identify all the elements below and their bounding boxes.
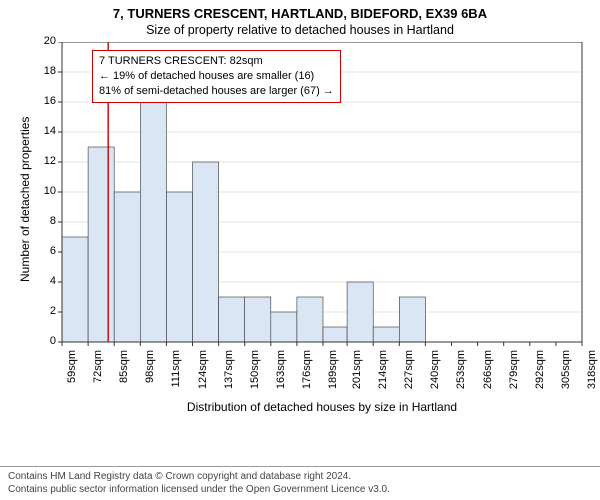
y-axis-label: Number of detached properties bbox=[18, 117, 32, 282]
y-tick-label: 12 bbox=[28, 155, 56, 167]
y-tick-label: 6 bbox=[28, 245, 56, 257]
callout-line-2: ← 19% of detached houses are smaller (16… bbox=[99, 69, 334, 84]
bar bbox=[193, 162, 219, 342]
y-tick-label: 4 bbox=[28, 275, 56, 287]
x-tick-label: 227sqm bbox=[403, 350, 415, 400]
x-tick-label: 214sqm bbox=[377, 350, 389, 400]
chart-footer: Contains HM Land Registry data © Crown c… bbox=[0, 466, 600, 498]
bar bbox=[140, 102, 166, 342]
x-tick-label: 59sqm bbox=[66, 350, 78, 400]
x-tick-label: 305sqm bbox=[560, 350, 572, 400]
bar bbox=[399, 297, 425, 342]
y-tick-label: 8 bbox=[28, 215, 56, 227]
x-tick-label: 279sqm bbox=[508, 350, 520, 400]
x-tick-label: 189sqm bbox=[327, 350, 339, 400]
y-tick-label: 20 bbox=[28, 35, 56, 47]
callout-box: 7 TURNERS CRESCENT: 82sqm← 19% of detach… bbox=[92, 50, 341, 103]
x-tick-label: 124sqm bbox=[197, 350, 209, 400]
callout-line-1: 7 TURNERS CRESCENT: 82sqm bbox=[99, 54, 334, 69]
x-tick-label: 318sqm bbox=[586, 350, 598, 400]
x-axis-label: Distribution of detached houses by size … bbox=[62, 400, 582, 414]
bar bbox=[297, 297, 323, 342]
x-tick-label: 240sqm bbox=[429, 350, 441, 400]
y-tick-label: 2 bbox=[28, 305, 56, 317]
chart-subtitle: Size of property relative to detached ho… bbox=[0, 21, 600, 41]
x-tick-label: 150sqm bbox=[249, 350, 261, 400]
footer-line-1: Contains HM Land Registry data © Crown c… bbox=[8, 471, 592, 484]
bar bbox=[271, 312, 297, 342]
x-tick-label: 137sqm bbox=[223, 350, 235, 400]
y-tick-label: 18 bbox=[28, 65, 56, 77]
y-tick-label: 16 bbox=[28, 95, 56, 107]
y-tick-label: 0 bbox=[28, 335, 56, 347]
y-tick-label: 10 bbox=[28, 185, 56, 197]
x-tick-label: 72sqm bbox=[92, 350, 104, 400]
bar bbox=[219, 297, 245, 342]
callout-line-3: 81% of semi-detached houses are larger (… bbox=[99, 84, 334, 99]
bar bbox=[373, 327, 399, 342]
chart-plot: 0246810121416182059sqm72sqm85sqm98sqm111… bbox=[0, 42, 600, 450]
x-tick-label: 253sqm bbox=[455, 350, 467, 400]
x-tick-label: 163sqm bbox=[275, 350, 287, 400]
chart-title: 7, TURNERS CRESCENT, HARTLAND, BIDEFORD,… bbox=[0, 0, 600, 21]
bar bbox=[347, 282, 373, 342]
bar bbox=[88, 147, 114, 342]
bar bbox=[323, 327, 347, 342]
bar bbox=[62, 237, 88, 342]
bar bbox=[166, 192, 192, 342]
x-tick-label: 85sqm bbox=[118, 350, 130, 400]
footer-line-2: Contains public sector information licen… bbox=[8, 484, 592, 497]
x-tick-label: 111sqm bbox=[170, 350, 182, 400]
bar bbox=[245, 297, 271, 342]
x-tick-label: 98sqm bbox=[144, 350, 156, 400]
y-tick-label: 14 bbox=[28, 125, 56, 137]
x-tick-label: 266sqm bbox=[482, 350, 494, 400]
x-tick-label: 176sqm bbox=[301, 350, 313, 400]
x-tick-label: 201sqm bbox=[351, 350, 363, 400]
x-tick-label: 292sqm bbox=[534, 350, 546, 400]
bar bbox=[114, 192, 140, 342]
chart-container: 7, TURNERS CRESCENT, HARTLAND, BIDEFORD,… bbox=[0, 0, 600, 500]
